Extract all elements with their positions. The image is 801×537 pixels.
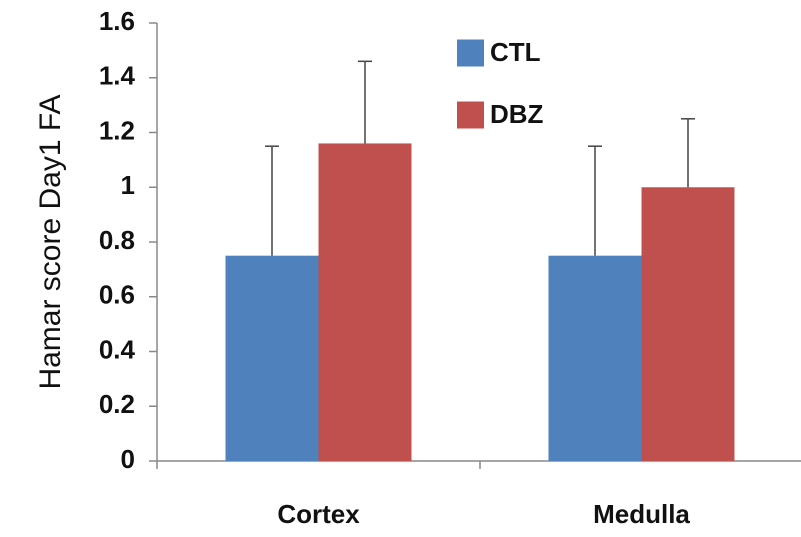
y-tick-label: 0.4 xyxy=(99,334,136,364)
x-category-label: Medulla xyxy=(593,499,690,529)
y-axis: 0 0.2 0.4 0.6 0.8 1 1.2 1.4 1.6 xyxy=(99,6,158,474)
legend-swatch-dbz xyxy=(457,101,484,129)
legend-swatch-ctl xyxy=(457,39,484,67)
bar-dbz-medulla xyxy=(641,187,735,461)
bar-dbz-cortex xyxy=(318,143,412,461)
y-tick-label: 1.4 xyxy=(99,61,136,91)
bars xyxy=(225,143,735,461)
legend-label-ctl: CTL xyxy=(490,37,541,67)
y-tick-label: 0.8 xyxy=(99,225,135,255)
y-tick-label: 0.2 xyxy=(99,389,135,419)
y-tick-label: 0 xyxy=(121,444,135,474)
legend-label-dbz: DBZ xyxy=(490,99,544,129)
error-bars xyxy=(265,60,695,256)
y-tick-label: 1 xyxy=(121,170,135,200)
y-tick-label: 1.6 xyxy=(99,6,135,36)
bar-ctl-cortex xyxy=(225,255,319,461)
y-tick-label: 0.6 xyxy=(99,280,135,310)
y-axis-label: Hamar score Day1 FA xyxy=(34,94,67,389)
x-axis: Cortex Medulla xyxy=(156,460,801,529)
legend: CTL DBZ xyxy=(457,37,544,129)
bar-ctl-medulla xyxy=(548,255,642,461)
x-category-label: Cortex xyxy=(277,499,360,529)
y-tick-label: 1.2 xyxy=(99,115,135,145)
